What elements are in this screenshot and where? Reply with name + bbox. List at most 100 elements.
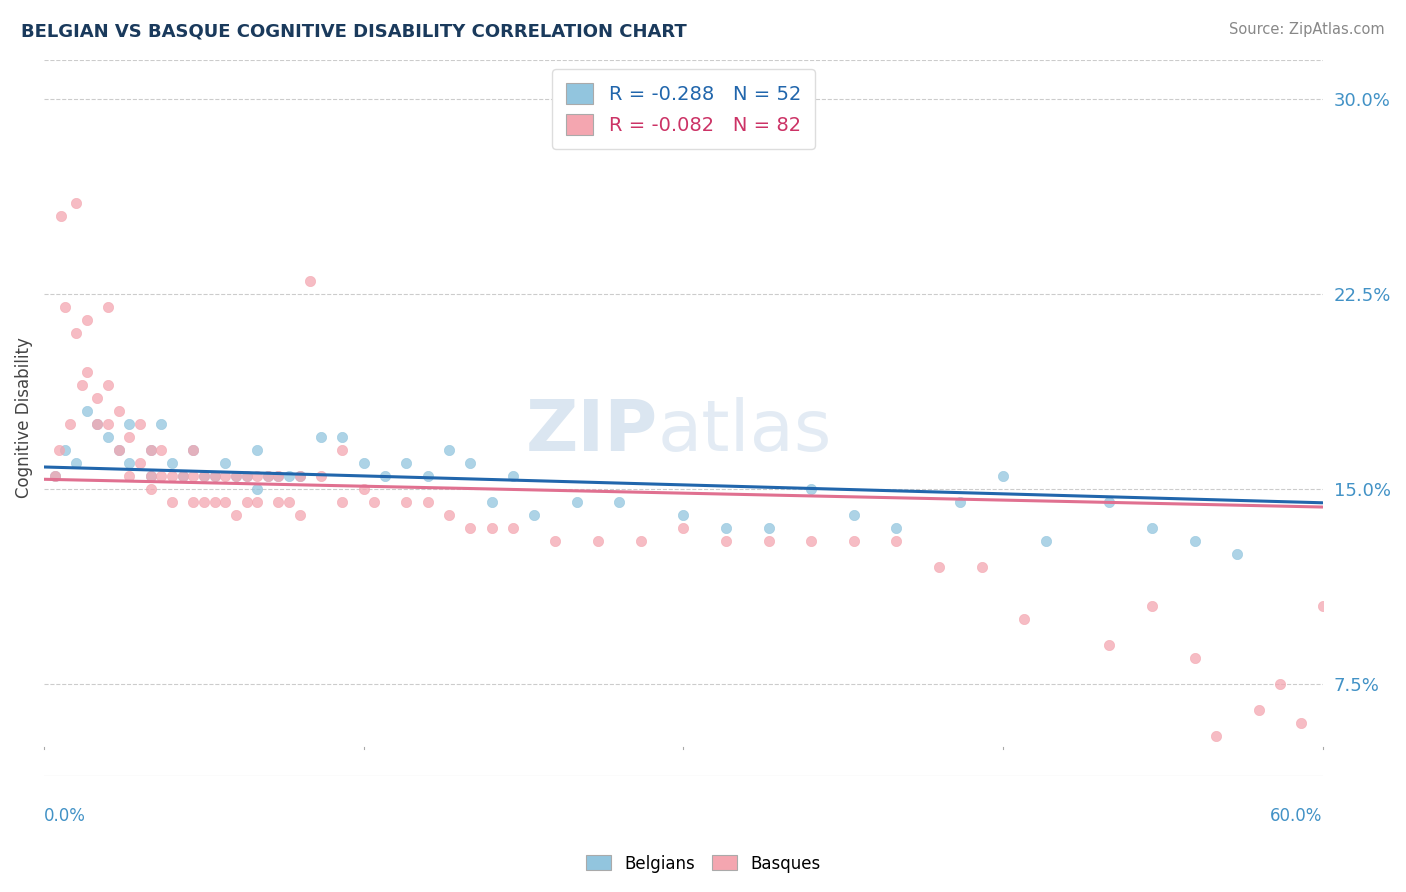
Y-axis label: Cognitive Disability: Cognitive Disability [15,337,32,498]
Point [267,495,290,509]
Point [416,495,439,509]
Point [630,534,652,549]
Point [1140,599,1163,614]
Point [586,534,609,549]
Point [395,495,418,509]
Point [842,534,865,549]
Point [949,495,972,509]
Point [97,417,120,431]
Point [65,456,87,470]
Point [55,443,77,458]
Point [118,469,141,483]
Point [204,495,226,509]
Point [481,521,503,535]
Point [299,274,322,288]
Point [1268,677,1291,691]
Point [86,417,108,431]
Point [107,404,129,418]
Point [246,482,269,496]
Point [129,417,152,431]
Text: BELGIAN VS BASQUE COGNITIVE DISABILITY CORRELATION CHART: BELGIAN VS BASQUE COGNITIVE DISABILITY C… [21,22,688,40]
Point [235,469,257,483]
Point [458,456,481,470]
Point [44,469,66,483]
Point [523,508,546,523]
Point [502,469,524,483]
Point [246,443,269,458]
Point [1247,703,1270,717]
Point [842,508,865,523]
Point [256,469,278,483]
Point [991,469,1014,483]
Point [246,469,269,483]
Point [416,469,439,483]
Point [129,456,152,470]
Point [118,430,141,444]
Point [225,508,247,523]
Point [332,443,354,458]
Point [160,456,183,470]
Point [672,521,695,535]
Point [193,469,215,483]
Point [267,469,290,483]
Point [758,521,780,535]
Text: ZIP: ZIP [526,397,658,467]
Point [800,482,823,496]
Point [288,469,311,483]
Point [395,456,418,470]
Point [214,495,236,509]
Point [49,209,72,223]
Point [150,443,173,458]
Point [214,456,236,470]
Legend: Belgians, Basques: Belgians, Basques [579,848,827,880]
Point [107,443,129,458]
Point [1205,730,1227,744]
Point [374,469,396,483]
Point [235,495,257,509]
Point [1226,547,1249,561]
Point [672,508,695,523]
Point [139,443,162,458]
Point [353,456,375,470]
Text: Source: ZipAtlas.com: Source: ZipAtlas.com [1229,22,1385,37]
Point [139,482,162,496]
Point [758,534,780,549]
Text: atlas: atlas [658,397,832,467]
Point [502,521,524,535]
Point [139,443,162,458]
Point [139,469,162,483]
Point [107,443,129,458]
Point [565,495,588,509]
Point [76,365,98,379]
Point [437,443,460,458]
Point [225,469,247,483]
Point [86,391,108,405]
Point [363,495,385,509]
Point [44,469,66,483]
Point [267,469,290,483]
Legend: R = -0.288   N = 52, R = -0.082   N = 82: R = -0.288 N = 52, R = -0.082 N = 82 [553,70,814,149]
Point [72,378,94,392]
Point [235,469,257,483]
Point [458,521,481,535]
Point [204,469,226,483]
Point [1140,521,1163,535]
Point [256,469,278,483]
Point [1098,495,1121,509]
Point [288,508,311,523]
Point [181,443,204,458]
Point [59,417,82,431]
Point [1184,534,1206,549]
Point [1184,651,1206,665]
Point [181,443,204,458]
Point [48,443,70,458]
Point [150,469,173,483]
Point [97,378,120,392]
Point [181,495,204,509]
Point [246,495,269,509]
Text: 0.0%: 0.0% [44,806,86,825]
Point [437,508,460,523]
Point [309,469,332,483]
Text: 60.0%: 60.0% [1270,806,1323,825]
Point [1289,716,1312,731]
